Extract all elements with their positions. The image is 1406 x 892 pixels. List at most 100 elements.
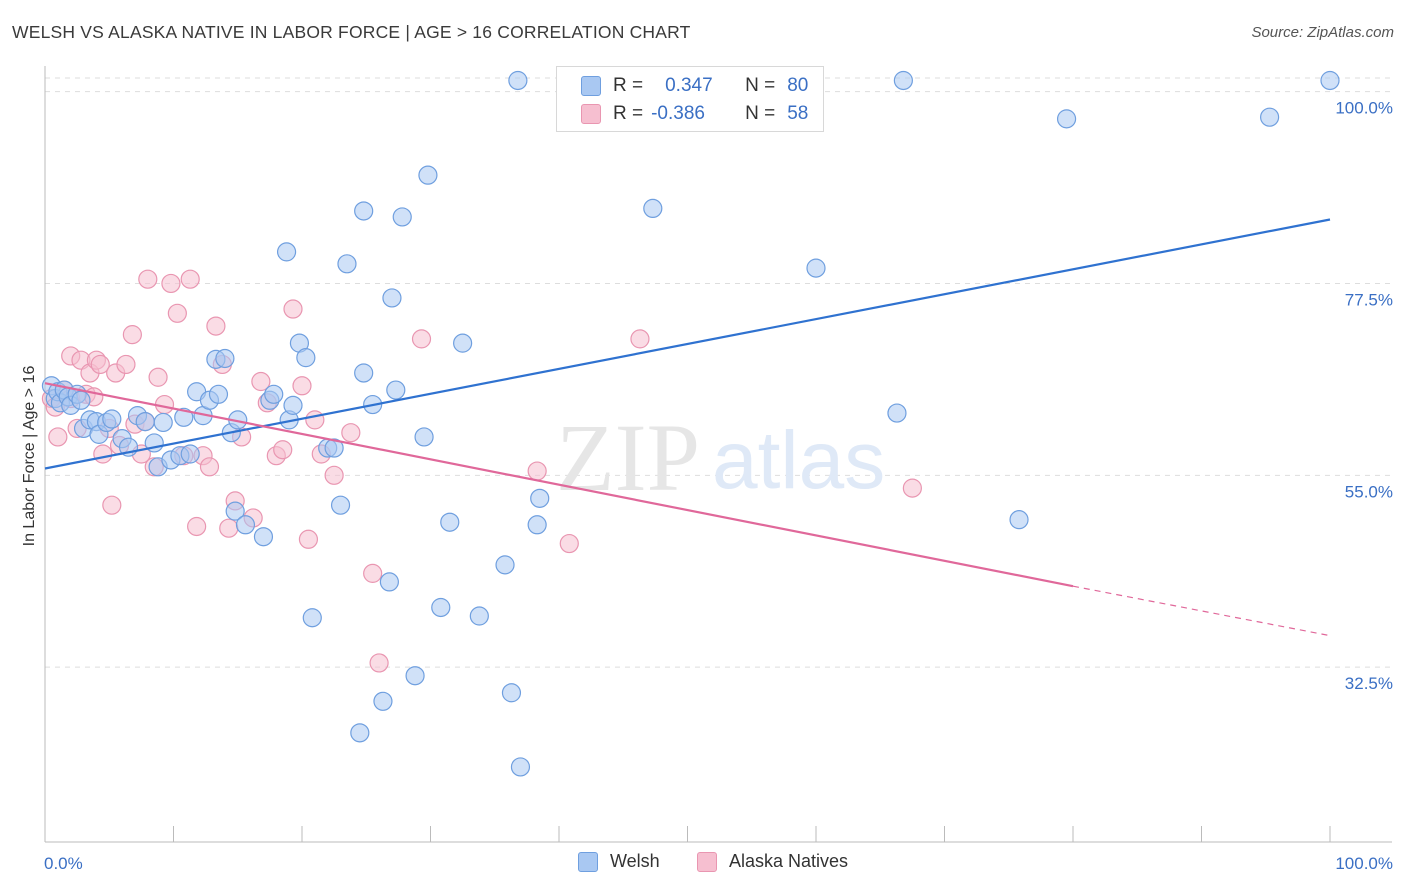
- tick-labels: 32.5% 55.0% 77.5% 100.0% 0.0% 100.0%: [44, 99, 1393, 873]
- welsh-point: [354, 201, 374, 221]
- welsh-point: [893, 70, 913, 91]
- legend-item-alaska[interactable]: Alaska Natives: [697, 851, 848, 872]
- y-tick-label: 77.5%: [1345, 290, 1393, 309]
- axes-layer: [44, 66, 1392, 843]
- welsh-point: [495, 555, 515, 575]
- watermark-atlas: atlas: [712, 415, 885, 506]
- welsh-point: [225, 501, 245, 521]
- alaska-point: [167, 303, 187, 323]
- welsh-point: [208, 384, 229, 404]
- welsh-point: [440, 512, 460, 532]
- welsh-point: [418, 165, 438, 185]
- welsh-point: [276, 242, 297, 262]
- welsh-legend-label: Welsh: [610, 851, 660, 871]
- y-tick-label: 55.0%: [1345, 482, 1393, 501]
- welsh-point: [296, 348, 316, 368]
- welsh-legend-swatch: [578, 851, 598, 872]
- welsh-point: [337, 254, 357, 274]
- welsh-point: [253, 527, 274, 547]
- welsh-point: [414, 427, 434, 447]
- welsh-point: [283, 395, 303, 415]
- welsh-point: [135, 411, 155, 432]
- alaska-point: [161, 273, 181, 294]
- alaska-point: [148, 367, 168, 387]
- welsh-point: [1009, 510, 1029, 530]
- welsh-point: [350, 723, 370, 743]
- alaska-point: [559, 533, 579, 554]
- welsh-point: [373, 691, 393, 711]
- alaska-point: [93, 444, 113, 464]
- welsh-point: [806, 258, 826, 278]
- welsh-point: [330, 495, 351, 515]
- source-label: Source: ZipAtlas.com: [1251, 24, 1394, 41]
- legend-row-welsh: R = 0.347 N = 80: [581, 73, 808, 99]
- welsh-point: [1320, 70, 1340, 91]
- legend-welsh-r-value: 0.347: [665, 75, 713, 96]
- welsh-swatch: [581, 76, 601, 96]
- legend-welsh-n-label: N =: [745, 75, 776, 96]
- welsh-point: [264, 384, 284, 404]
- welsh-point: [508, 70, 528, 91]
- legend-welsh-n-value: 80: [787, 75, 809, 96]
- alaska-point: [180, 269, 200, 289]
- alaska-point: [902, 478, 922, 498]
- legend-alaska-n-label: N =: [745, 103, 776, 124]
- welsh-point: [510, 757, 531, 777]
- alaska-point: [324, 465, 344, 485]
- welsh-point: [235, 515, 256, 535]
- welsh-point: [469, 606, 489, 626]
- alaska-point: [102, 495, 122, 515]
- chart-title: WELSH VS ALASKA NATIVE IN LABOR FORCE | …: [12, 22, 691, 42]
- welsh-point: [527, 515, 547, 535]
- alaska-legend-label: Alaska Natives: [729, 851, 849, 871]
- alaska-point: [187, 516, 207, 537]
- legend-row-alaska: R = -0.386 N = 58: [581, 101, 808, 127]
- alaska-point: [116, 354, 136, 375]
- welsh-point: [102, 409, 122, 429]
- alaska-point: [90, 354, 110, 375]
- series-legend: Welsh Alaska Natives: [0, 851, 1406, 877]
- welsh-point: [174, 407, 194, 427]
- alaska-point: [630, 329, 650, 349]
- welsh-point: [71, 390, 91, 410]
- trend-layer: [44, 218, 1331, 637]
- welsh-point: [1260, 107, 1280, 127]
- welsh-trend-line: [44, 218, 1331, 470]
- alaska-point: [199, 457, 220, 477]
- x-tick-label-min: 0.0%: [44, 854, 83, 873]
- welsh-point: [324, 438, 344, 458]
- welsh-point: [153, 412, 173, 433]
- watermark-zip: ZIP: [556, 404, 700, 511]
- welsh-point: [405, 666, 425, 686]
- legend-item-welsh[interactable]: Welsh: [578, 851, 660, 872]
- welsh-point: [379, 572, 399, 592]
- alaska-swatch: [581, 104, 601, 124]
- alaska-point: [527, 461, 547, 481]
- legend-alaska-n-value: 58: [787, 103, 809, 124]
- welsh-point: [354, 363, 374, 383]
- alaska-point: [292, 376, 312, 396]
- welsh-point: [215, 348, 235, 369]
- alaska-trend-extension: [1072, 585, 1331, 637]
- y-tick-label: 100.0%: [1335, 99, 1393, 118]
- alaska-point: [369, 653, 389, 673]
- alaska-point: [138, 269, 158, 289]
- alaska-point: [48, 427, 68, 447]
- welsh-point: [1056, 109, 1077, 129]
- alaska-point: [305, 410, 325, 430]
- alaska-point: [206, 316, 226, 336]
- alaska-legend-swatch: [697, 851, 717, 872]
- x-tick-label-max: 100.0%: [1335, 854, 1393, 873]
- welsh-point: [386, 380, 406, 400]
- welsh-point: [431, 597, 451, 618]
- alaska-point: [219, 518, 239, 538]
- welsh-point: [180, 444, 200, 464]
- welsh-point: [887, 403, 907, 423]
- y-tick-label: 32.5%: [1345, 674, 1393, 693]
- alaska-point: [251, 371, 271, 392]
- alaska-point: [122, 325, 142, 345]
- legend-alaska-r-value: -0.386: [651, 103, 705, 124]
- legend-alaska-r-label: R =: [613, 103, 644, 124]
- alaska-point: [341, 423, 361, 443]
